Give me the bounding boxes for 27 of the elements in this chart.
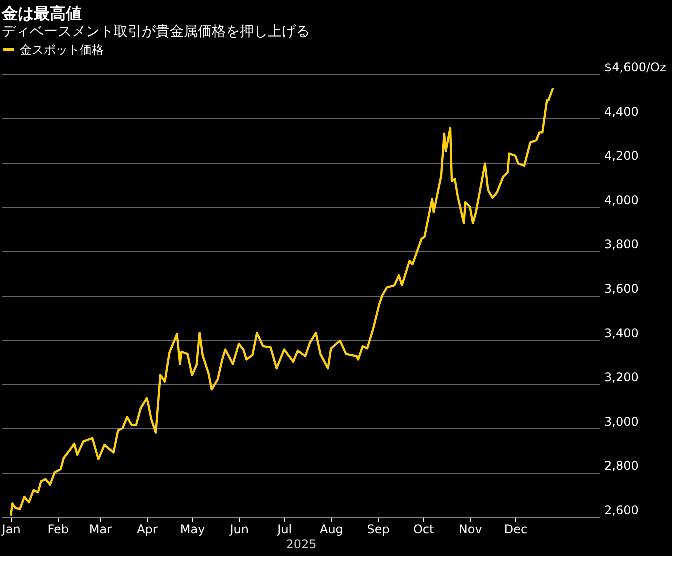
y-tick-label: 2,800: [604, 459, 639, 474]
x-tick-label: Apr: [137, 522, 158, 536]
x-tick-label: Aug: [320, 522, 344, 536]
x-tick-label: Jul: [276, 522, 292, 536]
y-tick-label: 4,400: [604, 104, 639, 119]
y-tick-label: 4,000: [604, 193, 639, 208]
y-tick-label: $4,600/Oz: [604, 60, 666, 74]
chart-subtitle: ディベースメント取引が貴金属価格を押し上げる: [2, 24, 310, 40]
x-tick-label: May: [180, 522, 206, 536]
x-tick-label: Oct: [413, 522, 434, 536]
x-tick-label: Jan: [1, 522, 21, 536]
chart-title: 金は最高値: [0, 4, 82, 23]
x-tick-label: Nov: [458, 522, 482, 536]
x-tick-label: Feb: [48, 522, 69, 536]
x-axis-title: 2025: [286, 538, 317, 552]
y-tick-label: 3,400: [604, 326, 639, 340]
y-tick-label: 3,000: [604, 414, 639, 429]
x-tick-label: Mar: [89, 522, 112, 536]
y-tick-label: 2,600: [604, 504, 639, 518]
x-tick-label: Sep: [367, 522, 390, 536]
y-tick-label: 4,200: [604, 149, 639, 164]
y-tick-label: 3,200: [604, 370, 639, 385]
y-tick-label: 3,600: [604, 282, 639, 296]
x-tick-label: Dec: [504, 522, 528, 536]
y-tick-label: 3,800: [604, 238, 639, 252]
x-tick-label: Jun: [229, 522, 249, 536]
legend-label: 金スポット価格: [20, 43, 104, 57]
